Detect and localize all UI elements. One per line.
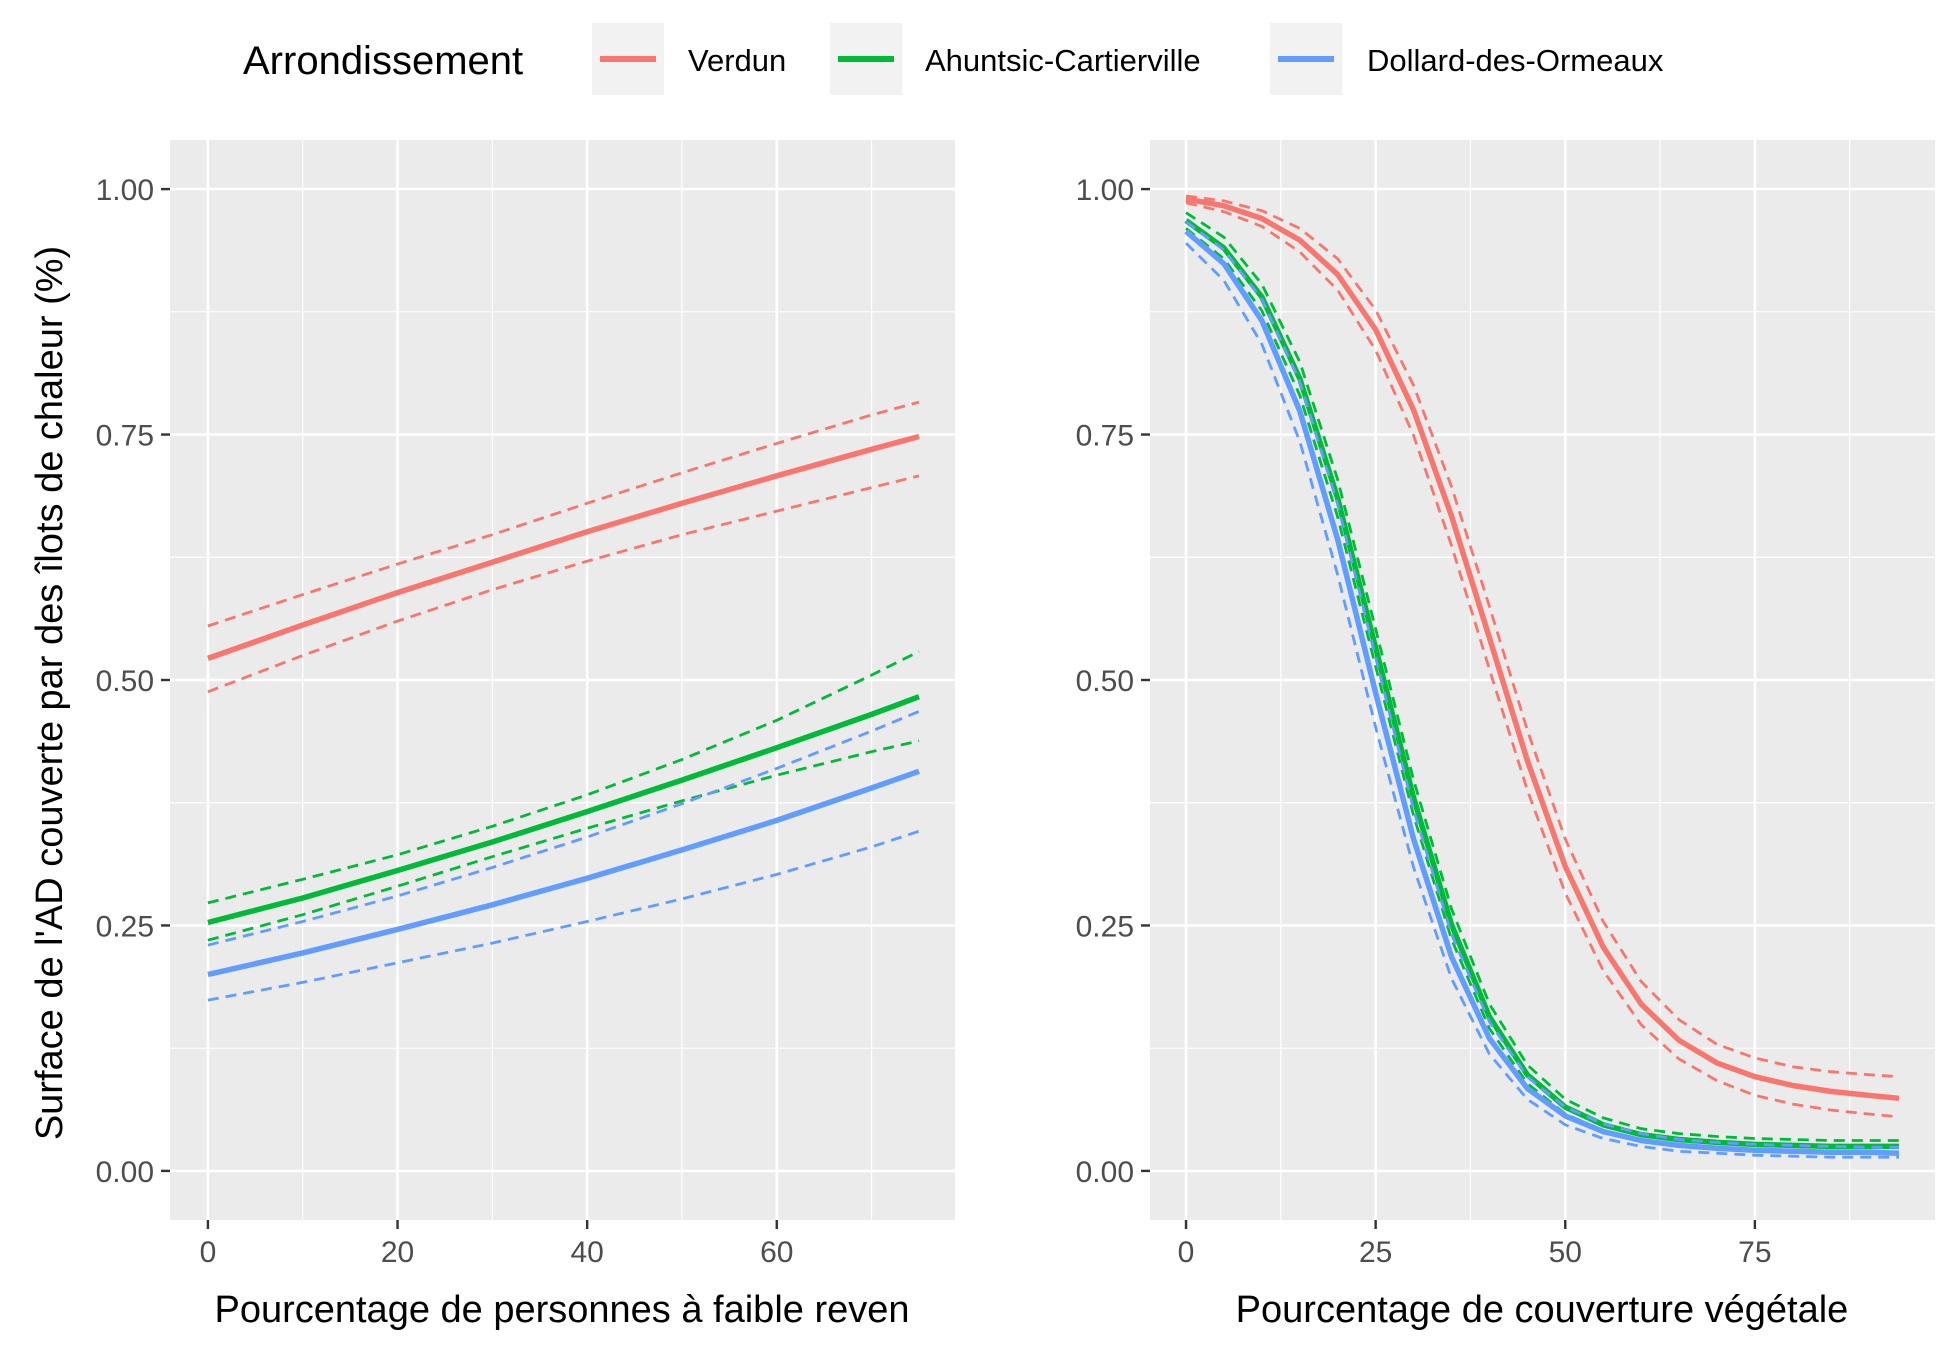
panel-vegetation-y-ticks: 0.00 0.25 0.50 0.75 1.00 bbox=[1076, 174, 1150, 1189]
panel-income-line-ahuntsic-cartierville bbox=[207, 694, 920, 926]
panel-vegetation-x-ticks: 0 25 50 75 bbox=[1178, 1220, 1772, 1269]
panel-vegetation-series bbox=[1184, 194, 1900, 1159]
panel-income-series bbox=[206, 400, 920, 1002]
panel-income-y-ticks: 0.00 0.25 0.50 0.75 1.00 bbox=[96, 174, 170, 1189]
panel-vegetation-x-tick-label: 75 bbox=[1738, 1236, 1771, 1269]
panel-income-line-dollard-des-ormeaux bbox=[207, 768, 920, 978]
panel-vegetation-x-tick-label: 50 bbox=[1549, 1236, 1582, 1269]
panel-income-major-grid bbox=[170, 140, 955, 1220]
panel-income-y-tick-label: 0.50 bbox=[96, 665, 154, 698]
panel-vegetation-ci-lower-verdun bbox=[1185, 201, 1900, 1119]
panel-vegetation-y-tick-label: 1.00 bbox=[1076, 174, 1134, 207]
panel-vegetation-ci-lower-dollard-des-ormeaux bbox=[1185, 242, 1899, 1159]
panel-vegetation-ci-upper-dollard-des-ormeaux bbox=[1185, 220, 1899, 1149]
y-axis-label: Surface de l'AD couverte par des îlots d… bbox=[29, 246, 71, 1140]
panel-income-x-tick-label: 0 bbox=[200, 1236, 217, 1269]
panel-income-ci-upper-ahuntsic-cartierville bbox=[207, 650, 920, 905]
panel-vegetation-ci-upper-ahuntsic-cartierville bbox=[1185, 211, 1899, 1142]
panel-vegetation: 0.00 0.25 0.50 0.75 1.00 0 25 50 75 Pourcentage… bbox=[1076, 140, 1935, 1331]
panel-income-x-tick-label: 40 bbox=[570, 1236, 603, 1269]
legend-items: Verdun Ahuntsic-Cartierville Dollard-des-O… bbox=[592, 23, 1664, 95]
legend: Arrondissement Verdun Ahuntsic-Cartiervil… bbox=[243, 23, 1664, 95]
panel-income-y-tick-label: 0.00 bbox=[96, 1156, 154, 1189]
panel-income-line-verdun bbox=[206, 433, 920, 661]
panel-vegetation-y-tick-label: 0.00 bbox=[1076, 1156, 1134, 1189]
panel-income-y-tick-label: 0.75 bbox=[96, 420, 154, 453]
panel-income-ci-lower-dollard-des-ormeaux bbox=[207, 829, 920, 1002]
panel-vegetation-y-tick-label: 0.75 bbox=[1076, 420, 1134, 453]
legend-label-dollard-des-ormeaux: Dollard-des-Ormeaux bbox=[1367, 43, 1664, 78]
panel-income-y-tick-label: 1.00 bbox=[96, 174, 154, 207]
legend-title: Arrondissement bbox=[243, 39, 523, 83]
panel-vegetation-x-tick-label: 0 bbox=[1178, 1236, 1195, 1269]
panel-income-ci-lower-verdun bbox=[207, 474, 920, 694]
legend-label-ahuntsic-cartierville: Ahuntsic-Cartierville bbox=[925, 43, 1201, 78]
legend-label-verdun: Verdun bbox=[688, 43, 786, 78]
panel-vegetation-x-tick-label: 25 bbox=[1359, 1236, 1392, 1269]
panel-vegetation-x-axis-label: Pourcentage de couverture végétale bbox=[1236, 1289, 1849, 1331]
panel-income-x-ticks: 0 20 40 60 bbox=[200, 1220, 793, 1269]
panel-income-ci-upper-dollard-des-ormeaux bbox=[207, 710, 920, 947]
panel-vegetation-y-tick-label: 0.50 bbox=[1076, 665, 1134, 698]
panel-income-ci-lower-ahuntsic-cartierville bbox=[207, 739, 920, 942]
panel-vegetation-major-grid bbox=[1150, 140, 1935, 1220]
panel-income-x-tick-label: 60 bbox=[760, 1236, 793, 1269]
panel-income: 0.00 0.25 0.50 0.75 1.00 0 20 40 60 Pourcentage… bbox=[96, 140, 955, 1331]
panel-vegetation-line-verdun bbox=[1185, 196, 1900, 1102]
panel-income-y-tick-label: 0.25 bbox=[96, 910, 154, 943]
panel-vegetation-y-tick-label: 0.25 bbox=[1076, 910, 1134, 943]
panel-income-x-axis-label: Pourcentage de personnes à faible reven bbox=[214, 1289, 909, 1331]
panel-income-x-tick-label: 20 bbox=[381, 1236, 414, 1269]
panel-income-ci-upper-verdun bbox=[207, 400, 920, 628]
panel-vegetation-ci-upper-verdun bbox=[1185, 194, 1900, 1079]
panel-vegetation-line-dollard-des-ormeaux bbox=[1184, 229, 1900, 1156]
